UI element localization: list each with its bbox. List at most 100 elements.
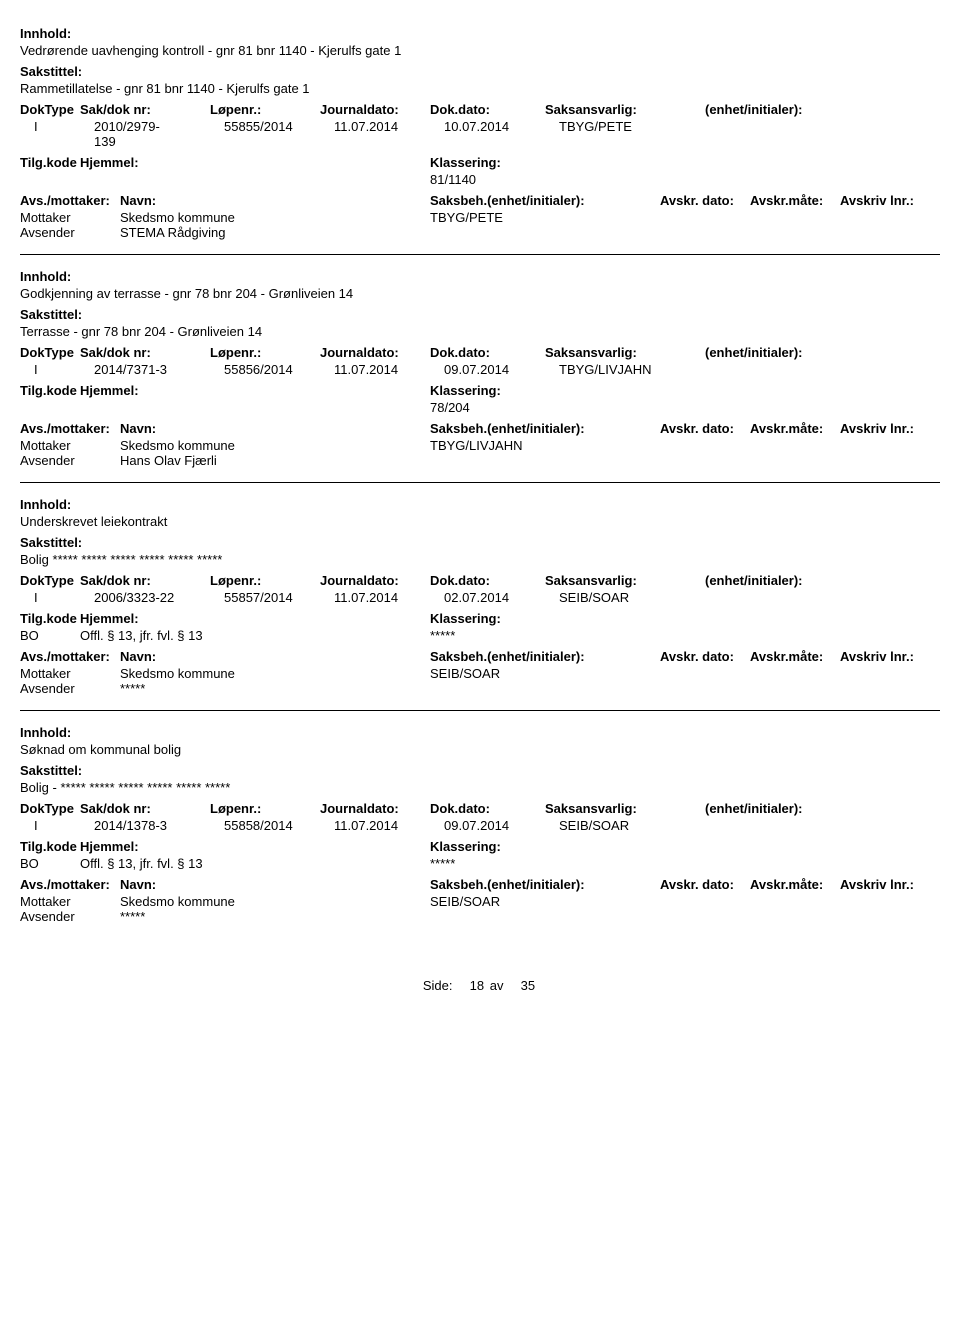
doktype-value: I (20, 590, 94, 605)
enhet-header: (enhet/initialer): (705, 102, 865, 117)
doktype-header: DokType (20, 345, 80, 360)
sakstittel-value: Rammetillatelse - gnr 81 bnr 1140 - Kjer… (20, 81, 940, 96)
tilgkode-value (20, 172, 80, 187)
sakstittel-value: Terrasse - gnr 78 bnr 204 - Grønliveien … (20, 324, 940, 339)
innhold-value: Godkjenning av terrasse - gnr 78 bnr 204… (20, 286, 940, 301)
avskrdato-header: Avskr. dato: (660, 877, 750, 892)
footer-side-label: Side: (423, 978, 453, 993)
journal-record: Innhold: Godkjenning av terrasse - gnr 7… (20, 269, 940, 483)
hjemmel-header: Hjemmel: (80, 611, 430, 626)
lopenr-header: Løpenr.: (210, 573, 320, 588)
lopenr-value: 55857/2014 (224, 590, 334, 605)
sakdok-header: Sak/dok nr: (80, 345, 210, 360)
tilgkode-header: Tilg.kode (20, 155, 80, 170)
enhet-value (719, 818, 879, 833)
avsmottaker-header: Avs./mottaker: (20, 421, 120, 436)
saksansvarlig-header: Saksansvarlig: (545, 573, 705, 588)
avskrmate-header: Avskr.måte: (750, 421, 840, 436)
journal-record: Innhold: Søknad om kommunal bolig Saksti… (20, 725, 940, 938)
sakdok-header: Sak/dok nr: (80, 573, 210, 588)
sakstittel-label: Sakstittel: (20, 307, 940, 322)
mottaker-navn: Skedsmo kommune (120, 666, 430, 681)
journaldato-value: 11.07.2014 (334, 590, 444, 605)
lopenr-value: 55858/2014 (224, 818, 334, 833)
navn-header: Navn: (120, 421, 430, 436)
enhet-header: (enhet/initialer): (705, 801, 865, 816)
sakdok-value-line1: 2014/1378-3 (94, 818, 224, 833)
doktype-header: DokType (20, 102, 80, 117)
sakstittel-value: Bolig ***** ***** ***** ***** ***** ****… (20, 552, 940, 567)
saksbeh-value: TBYG/PETE (430, 210, 660, 225)
hjemmel-header: Hjemmel: (80, 839, 430, 854)
footer-av-label: av (490, 978, 504, 993)
mottaker-role: Mottaker (20, 210, 120, 225)
avskrlnr-header: Avskriv lnr.: (840, 421, 930, 436)
avskrmate-header: Avskr.måte: (750, 193, 840, 208)
tilgkode-header: Tilg.kode (20, 383, 80, 398)
sakdok-value: 2014/7371-3 (94, 362, 224, 377)
lopenr-value: 55855/2014 (224, 119, 334, 149)
journaldato-value: 11.07.2014 (334, 818, 444, 833)
tilgkode-value: BO (20, 856, 80, 871)
hjemmel-value: Offl. § 13, jfr. fvl. § 13 (80, 628, 430, 643)
saksansvarlig-header: Saksansvarlig: (545, 801, 705, 816)
mottaker-role: Mottaker (20, 438, 120, 453)
avsmottaker-header: Avs./mottaker: (20, 193, 120, 208)
sakdok-value: 2014/1378-3 (94, 818, 224, 833)
sakstittel-label: Sakstittel: (20, 763, 940, 778)
innhold-value: Vedrørende uavhenging kontroll - gnr 81 … (20, 43, 940, 58)
avskrmate-header: Avskr.måte: (750, 877, 840, 892)
saksansvarlig-value: TBYG/PETE (559, 119, 719, 149)
saksbeh-value: SEIB/SOAR (430, 894, 660, 909)
dokdato-value: 09.07.2014 (444, 362, 559, 377)
dokdato-value: 09.07.2014 (444, 818, 559, 833)
avsender-navn: Hans Olav Fjærli (120, 453, 430, 468)
tilgkode-value: BO (20, 628, 80, 643)
hjemmel-header: Hjemmel: (80, 155, 430, 170)
enhet-value (719, 362, 879, 377)
journaldato-header: Journaldato: (320, 801, 430, 816)
dokdato-value: 10.07.2014 (444, 119, 559, 149)
innhold-label: Innhold: (20, 269, 940, 284)
saksbeh-header: Saksbeh.(enhet/initialer): (430, 193, 660, 208)
klassering-value: ***** (430, 628, 590, 643)
sakstittel-label: Sakstittel: (20, 535, 940, 550)
mottaker-navn: Skedsmo kommune (120, 894, 430, 909)
sakstittel-value: Bolig - ***** ***** ***** ***** ***** **… (20, 780, 940, 795)
saksbeh-value: TBYG/LIVJAHN (430, 438, 660, 453)
dokdato-header: Dok.dato: (430, 102, 545, 117)
avsender-role: Avsender (20, 681, 120, 696)
avskrmate-header: Avskr.måte: (750, 649, 840, 664)
innhold-value: Underskrevet leiekontrakt (20, 514, 940, 529)
sakdok-value-line1: 2006/3323-22 (94, 590, 224, 605)
enhet-header: (enhet/initialer): (705, 573, 865, 588)
dokdato-value: 02.07.2014 (444, 590, 559, 605)
sakdok-value: 2006/3323-22 (94, 590, 224, 605)
enhet-header: (enhet/initialer): (705, 345, 865, 360)
avskrdato-header: Avskr. dato: (660, 421, 750, 436)
mottaker-role: Mottaker (20, 666, 120, 681)
footer-total: 35 (509, 978, 535, 993)
avsender-role: Avsender (20, 909, 120, 924)
enhet-value (719, 590, 879, 605)
saksansvarlig-value: SEIB/SOAR (559, 590, 719, 605)
saksansvarlig-header: Saksansvarlig: (545, 102, 705, 117)
avsender-navn: ***** (120, 681, 430, 696)
innhold-label: Innhold: (20, 26, 940, 41)
journal-record: Innhold: Vedrørende uavhenging kontroll … (20, 26, 940, 255)
doktype-header: DokType (20, 573, 80, 588)
saksbeh-header: Saksbeh.(enhet/initialer): (430, 877, 660, 892)
tilgkode-header: Tilg.kode (20, 839, 80, 854)
saksbeh-header: Saksbeh.(enhet/initialer): (430, 649, 660, 664)
hjemmel-header: Hjemmel: (80, 383, 430, 398)
mottaker-role: Mottaker (20, 894, 120, 909)
enhet-value (719, 119, 879, 149)
doktype-value: I (20, 818, 94, 833)
avsender-role: Avsender (20, 225, 120, 240)
doktype-value: I (20, 119, 94, 149)
lopenr-header: Løpenr.: (210, 102, 320, 117)
journal-record: Innhold: Underskrevet leiekontrakt Sakst… (20, 497, 940, 711)
navn-header: Navn: (120, 877, 430, 892)
hjemmel-value (80, 400, 430, 415)
lopenr-value: 55856/2014 (224, 362, 334, 377)
